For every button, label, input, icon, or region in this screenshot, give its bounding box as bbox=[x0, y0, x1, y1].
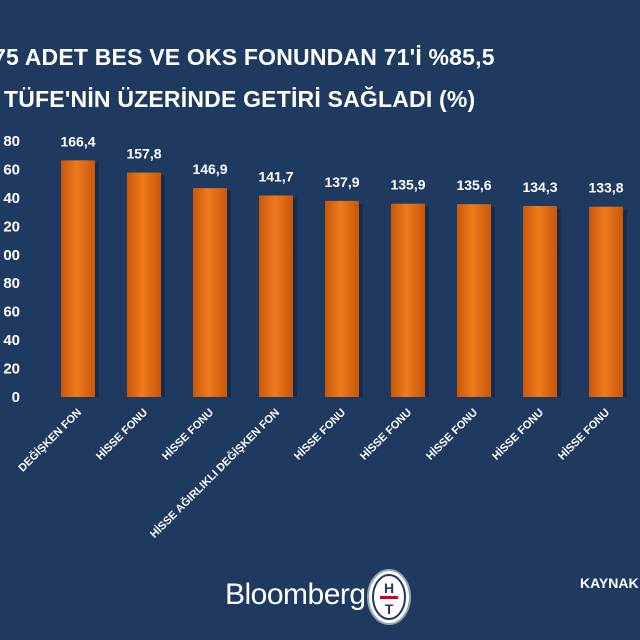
bar bbox=[325, 200, 359, 397]
value-label: 141,7 bbox=[258, 168, 293, 184]
source-label: KAYNAK bbox=[580, 575, 639, 591]
chart-title: 75 ADET BES VE OKS FONUNDAN 71'İ %85,5 bbox=[0, 44, 495, 70]
value-label: 166,4 bbox=[60, 133, 95, 149]
x-category-label: HİSSE FONU bbox=[555, 406, 612, 463]
bar bbox=[61, 160, 95, 397]
value-label: 146,9 bbox=[192, 161, 227, 177]
y-tick-label: 40 bbox=[3, 190, 20, 207]
y-tick-label: 40 bbox=[3, 332, 20, 349]
bar bbox=[589, 206, 623, 397]
y-tick-label: 0 bbox=[12, 389, 20, 406]
bar bbox=[523, 205, 557, 397]
value-label: 133,8 bbox=[588, 180, 623, 196]
x-category-label: HİSSE FONU bbox=[291, 406, 348, 463]
x-category-label: HİSSE FONU bbox=[489, 406, 546, 463]
ht-badge-icon: H T bbox=[367, 569, 411, 625]
x-category-label: HİSSE FONU bbox=[93, 406, 150, 463]
bar bbox=[259, 195, 293, 397]
bar bbox=[457, 204, 491, 397]
y-tick-label: 60 bbox=[3, 161, 20, 178]
x-category-label: HİSSE AĞIRLIKLI DEĞİŞKEN FON bbox=[147, 406, 282, 541]
bloomberg-logo: Bloomberg bbox=[225, 578, 366, 611]
value-label: 137,9 bbox=[324, 174, 359, 190]
y-tick-label: 80 bbox=[3, 275, 20, 292]
value-label: 157,8 bbox=[126, 146, 161, 162]
bar bbox=[127, 172, 161, 397]
x-category-label: HİSSE FONU bbox=[423, 406, 480, 463]
chart-subtitle: TÜFE'NİN ÜZERİNDE GETİRİ SAĞLADI (%) bbox=[4, 86, 476, 112]
x-category-label: HİSSE FONU bbox=[159, 406, 216, 463]
y-tick-label: 20 bbox=[3, 361, 20, 378]
y-tick-label: 60 bbox=[3, 304, 20, 321]
y-tick-label: 20 bbox=[3, 218, 20, 235]
bar bbox=[193, 188, 227, 397]
svg-text:H: H bbox=[384, 580, 394, 596]
x-category-label: DEĞİŞKEN FON bbox=[16, 406, 84, 474]
value-label: 134,3 bbox=[522, 179, 557, 195]
svg-text:T: T bbox=[385, 601, 394, 617]
y-tick-label: 80 bbox=[3, 133, 20, 150]
y-tick-label: 00 bbox=[3, 247, 20, 264]
value-label: 135,9 bbox=[390, 177, 425, 193]
value-label: 135,6 bbox=[456, 177, 491, 193]
x-category-label: HİSSE FONU bbox=[357, 406, 414, 463]
bar bbox=[391, 203, 425, 397]
